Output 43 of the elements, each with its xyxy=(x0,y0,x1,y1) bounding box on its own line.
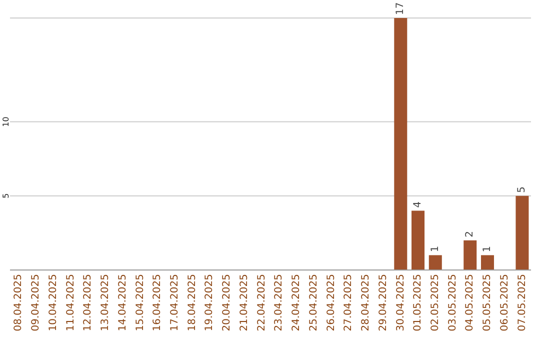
data-label: 5 xyxy=(516,186,528,193)
x-tick-label: 04.05.2025 xyxy=(464,274,476,332)
data-label: 17 xyxy=(395,2,406,15)
x-tick-label: 15.04.2025 xyxy=(134,274,146,332)
data-label: 1 xyxy=(430,246,441,252)
x-tick-label: 14.04.2025 xyxy=(117,274,128,332)
x-tick-label: 30.04.2025 xyxy=(395,274,406,332)
x-tick-label: 20.04.2025 xyxy=(222,274,233,332)
x-tick-label: 05.05.2025 xyxy=(482,274,494,332)
x-tick-label: 07.05.2025 xyxy=(516,274,528,332)
x-tick-label: 17.04.2025 xyxy=(169,274,180,332)
data-label: 4 xyxy=(412,201,424,208)
x-tick-label: 22.04.2025 xyxy=(256,274,268,332)
y-tick-label: 10 xyxy=(2,116,10,127)
data-label: 2 xyxy=(464,230,476,238)
x-tick-label: 09.04.2025 xyxy=(30,274,42,332)
data-label: 1 xyxy=(482,246,493,252)
x-tick-label: 28.04.2025 xyxy=(360,274,372,332)
x-tick-label: 12.04.2025 xyxy=(82,274,94,332)
x-tick-label: 16.04.2025 xyxy=(152,274,164,332)
bar xyxy=(480,255,494,270)
bar xyxy=(428,255,442,270)
x-tick-label: 19.04.2025 xyxy=(204,274,216,332)
x-tick-label: 02.05.2025 xyxy=(430,274,441,332)
x-tick-label: 21.04.2025 xyxy=(238,274,250,332)
x-tick-label: 10.04.2025 xyxy=(48,274,59,332)
x-tick-label: 06.05.2025 xyxy=(499,274,510,332)
x-tick-label: 11.04.2025 xyxy=(65,274,76,332)
x-tick-label: 13.04.2025 xyxy=(100,274,112,332)
bar xyxy=(412,210,425,270)
x-tick-label: 27.04.2025 xyxy=(343,274,354,332)
x-tick-label: 03.05.2025 xyxy=(447,274,458,332)
x-tick-label: 18.04.2025 xyxy=(186,274,198,332)
x-tick-label: 23.04.2025 xyxy=(274,274,285,332)
bar xyxy=(516,196,529,270)
bar xyxy=(394,18,408,270)
x-tick-label: 29.04.2025 xyxy=(378,274,389,332)
bar xyxy=(464,240,477,270)
x-tick-label: 25.04.2025 xyxy=(308,274,320,332)
x-tick-label: 26.04.2025 xyxy=(326,274,337,332)
x-tick-label: 24.04.2025 xyxy=(291,274,302,332)
x-tick-label: 01.05.2025 xyxy=(412,274,424,332)
x-tick-label: 08.04.2025 xyxy=(13,274,24,332)
